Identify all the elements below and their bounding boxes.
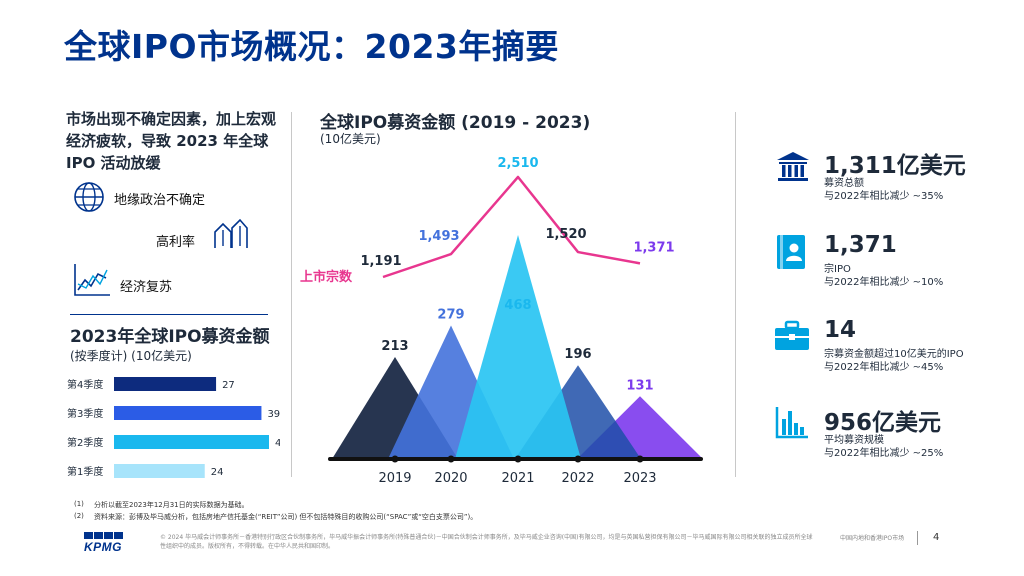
footnote-2-marker: (2)	[74, 512, 84, 520]
quarterly-chart-subtitle: (按季度计) (10亿美元)	[70, 349, 192, 363]
proceeds-label-2019: 213	[381, 339, 408, 354]
main-chart-title: 全球IPO募资金额 (2019 - 2023)	[320, 113, 591, 133]
footnote-1: 分析以截至2023年12月31日的实际数据为基础。	[94, 501, 249, 509]
year-label-2021: 2021	[501, 471, 534, 486]
kpmg-logo: KPMG	[84, 532, 123, 554]
quarter-value-1: 27	[222, 380, 235, 391]
stat-change-avg-size: 与2022年相比减少 ~25%	[824, 448, 944, 459]
page-number: 4	[933, 532, 940, 543]
quarter-bar-3	[114, 435, 269, 449]
stat-label-ipo-count: 宗IPO	[824, 264, 851, 275]
quarter-label-1: 第4季度	[67, 378, 103, 391]
footnote-2: 资料来源：彭博及毕马威分析，包括房地产信托基金(“REIT”公司) 但不包括特殊…	[94, 513, 478, 521]
stat-value-large-ipos: 14	[824, 317, 857, 343]
quarter-value-3: 41	[275, 438, 280, 449]
line-legend-label: 上市宗数	[300, 269, 353, 285]
divider-right	[735, 112, 736, 477]
quarter-label-3: 第2季度	[67, 436, 103, 449]
quarter-label-4: 第1季度	[67, 465, 103, 478]
tick-2021	[514, 455, 522, 463]
quarter-value-4: 24	[211, 467, 224, 478]
footnote-1-marker: (1)	[74, 500, 84, 508]
stat-label-proceeds: 募资总额	[824, 178, 864, 189]
proceeds-label-2022: 196	[564, 347, 591, 362]
stat-label-avg-size: 平均募资规模	[824, 435, 884, 446]
left-heading: 市场出现不确定因素，加上宏观经济疲软，导致 2023 年全球 IPO 活动放缓	[66, 110, 277, 172]
year-label-2020: 2020	[434, 471, 467, 486]
trend-chart-icon	[72, 262, 112, 302]
count-label-2023: 1,371	[633, 240, 674, 255]
ipo-count-line	[382, 175, 641, 279]
stat-value-proceeds: 1,311亿美元	[824, 153, 966, 179]
profile-card-icon	[776, 234, 806, 274]
main-chart-subtitle: (10亿美元)	[320, 132, 381, 146]
page-title: 全球IPO市场概况：2023年摘要	[64, 27, 559, 66]
quarter-bar-1	[114, 377, 217, 391]
stat-value-ipo-count: 1,371	[824, 232, 897, 258]
bar-chart-icon	[775, 405, 809, 443]
ipo-proceeds-chart: 2019 2020 2021 2022 2023 213 279 468 196 131 1,191…	[300, 156, 703, 486]
legal-line-1: © 2024 毕马威会计师事务所－香港特别行政区合伙制事务所，毕马威华振会计师事…	[160, 534, 813, 541]
proceeds-label-2021: 468	[504, 298, 531, 313]
quarterly-bar-chart: 第4季度 27 第3季度 39 第2季度 41 第1季度 24	[67, 377, 280, 478]
quarter-value-2: 39	[267, 409, 280, 420]
year-label-2023: 2023	[623, 471, 656, 486]
proceeds-label-2020: 279	[437, 307, 464, 322]
count-label-2020: 1,493	[418, 229, 459, 244]
proceeds-label-2023: 131	[626, 378, 653, 393]
quarterly-chart-title: 2023年全球IPO募资金额	[70, 327, 270, 347]
footer-right-text: 中国内地和香港IPO市场	[840, 535, 905, 542]
stat-value-avg-size: 956亿美元	[824, 410, 942, 436]
peak-2021	[455, 235, 581, 459]
quarter-label-2: 第3季度	[67, 407, 103, 420]
stat-change-large-ipos: 与2022年相比减少 ~45%	[824, 362, 944, 373]
legal-line-2: 性组织中的成员。版权所有，不得转载。在中华人民共和国印制。	[160, 543, 335, 550]
count-label-2021: 2,510	[497, 156, 538, 171]
divider-left	[291, 112, 292, 477]
tick-2022	[574, 455, 582, 463]
quarter-bar-2	[114, 406, 262, 420]
stat-change-proceeds: 与2022年相比减少 ~35%	[824, 191, 944, 202]
year-label-2019: 2019	[378, 471, 411, 486]
factor-geopolitics: 地缘政治不确定	[114, 193, 206, 208]
count-label-2022: 1,520	[545, 227, 586, 242]
factor-interest-rate: 高利率	[156, 235, 196, 250]
tick-2019	[391, 455, 399, 463]
globe-icon	[72, 180, 106, 218]
briefcase-icon	[774, 320, 810, 356]
tick-2023	[636, 455, 644, 463]
footer-divider	[917, 531, 918, 545]
factor-economic-recovery: 经济复苏	[120, 280, 173, 295]
section-divider	[70, 314, 268, 315]
stat-change-ipo-count: 与2022年相比减少 ~10%	[824, 277, 944, 288]
tick-2020	[447, 455, 455, 463]
year-label-2022: 2022	[561, 471, 594, 486]
kpmg-logo-text: KPMG	[84, 540, 122, 554]
count-label-2019: 1,191	[360, 254, 401, 269]
rising-arrows-icon	[212, 216, 248, 254]
quarter-bar-4	[114, 464, 205, 478]
stat-label-large-ipos: 宗募资金额超过10亿美元的IPO	[824, 349, 964, 360]
bank-icon	[775, 150, 811, 188]
